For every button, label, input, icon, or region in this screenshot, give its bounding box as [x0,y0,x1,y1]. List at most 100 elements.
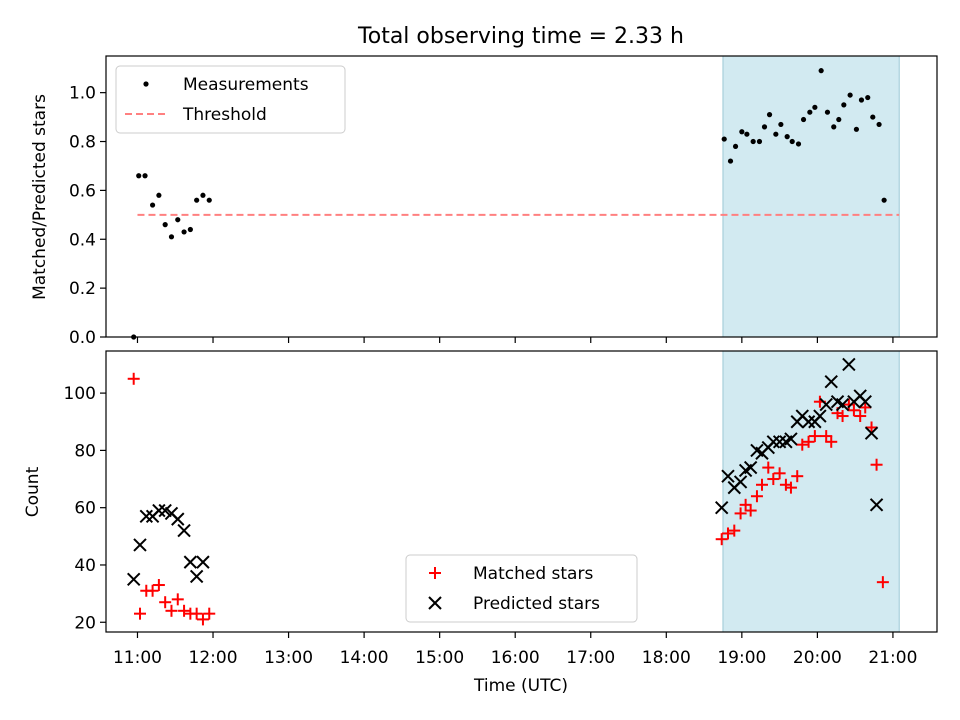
measurement-point [200,192,206,198]
predicted-star-point [733,475,748,489]
predicted-star-point [842,357,856,372]
matched-star-point [836,410,849,423]
measurement-point [831,124,837,130]
matched-star-point [796,438,809,451]
y-tick-label: 1.0 [69,84,96,104]
predicted-star-point [813,409,827,423]
y-tick-label: 0.2 [69,279,96,299]
x-tick-label: 15:00 [415,648,464,668]
matched-star-point [870,458,883,471]
measurement-point [181,229,187,235]
bottom-axes-frame [105,350,938,633]
predicted-star-point [721,469,735,483]
predicted-star-point [139,509,153,523]
x-tick-label: 21:00 [868,648,917,668]
matched-star-point [203,607,216,620]
matched-star-point [767,473,780,486]
measurement-point [784,134,790,140]
matched-star-point [133,607,146,620]
x-tick-label: 20:00 [793,648,842,668]
matched-star-point [159,596,172,609]
predicted-star-point [189,569,204,584]
measurement-point [818,68,824,74]
measurement-point [795,141,802,147]
y-tick-label: 20 [74,613,96,633]
bottom-y-axis-label: Count [23,466,43,517]
measurement-point [853,126,860,132]
matched-star-point [152,579,165,592]
y-tick-label: 60 [74,499,96,519]
matched-star-point [876,576,889,589]
bottom-panel: 20 40 60 80 100 11:00 12:00 13:00 14:00 15:00 16:… [23,350,938,696]
predicted-star-point [864,426,879,440]
predicted-star-point [714,500,729,515]
x-tick-label: 18:00 [642,648,691,668]
measurement-point [750,138,756,145]
matched-star-point [715,533,728,546]
measurement-point [156,192,162,198]
measurement-point [800,116,807,123]
matched-star-point [784,481,797,494]
matched-star-point [728,524,741,537]
measurement-point [756,138,763,145]
y-tick-label: 0.8 [69,133,96,153]
matched-star-point [190,607,203,620]
predicted-star-point [743,460,758,475]
measurement-point [812,104,818,110]
measurement-point [732,143,739,150]
top-marks [131,55,900,340]
top-panel: 0.0 0.2 0.4 0.6 0.8 1.0 Matched/Predicted sta… [30,55,938,348]
measurement-point [824,109,831,115]
top-y-axis-label: Matched/Predicted stars [30,94,50,300]
y-tick-label: 0.6 [69,181,96,201]
predicted-star-point [126,572,141,587]
y-tick-label: 40 [74,556,96,576]
measurement-point [206,197,212,203]
legend-matched-marker [429,567,441,579]
predicted-star-point [152,503,166,518]
measurement-point [789,138,795,145]
predicted-star-point [196,555,210,569]
matched-star-point [739,498,752,511]
measurement-point [773,131,779,137]
predicted-star-point [772,435,787,449]
predicted-star-point [869,498,884,512]
bottom-marks [126,350,900,633]
matched-star-point [744,504,757,517]
x-tick-label: 17:00 [566,648,615,668]
measurement-point [761,124,768,130]
matched-star-point [779,478,792,491]
top-y-axis: 0.0 0.2 0.4 0.6 0.8 1.0 [69,84,106,348]
measurement-point [865,94,871,101]
x-tick-label: 16:00 [491,648,540,668]
measurement-point [841,102,847,108]
matched-star-point [825,435,838,448]
measurement-point [836,116,842,123]
x-tick-label: 13:00 [264,648,313,668]
x-tick-label: 19:00 [717,648,766,668]
matched-star-point [808,430,821,443]
legend-predicted-marker [428,596,442,610]
predicted-star-point [819,397,833,412]
y-tick-label: 100 [64,384,96,404]
y-tick-label: 80 [74,441,96,461]
matched-star-point [146,584,159,597]
measurement-point [870,114,876,120]
measurement-point [194,197,200,203]
legend-matched-label: Matched stars [473,564,593,584]
measurement-point [727,158,734,164]
predicted-star-point [766,435,781,449]
x-tick-label: 14:00 [340,648,389,668]
measurement-point [766,112,773,118]
legend-predicted-label: Predicted stars [473,594,600,614]
top-axes-frame [105,55,938,338]
predicted-star-point [183,555,198,569]
measurement-point [744,131,750,137]
measurement-point [187,226,193,233]
predicted-star-point [177,523,191,538]
legend-measurements-marker [143,81,149,87]
measurement-point [858,97,865,103]
chart-title: Total observing time = 2.33 h [357,24,684,49]
matched-star-point [171,593,184,606]
matched-star-point [127,372,140,385]
